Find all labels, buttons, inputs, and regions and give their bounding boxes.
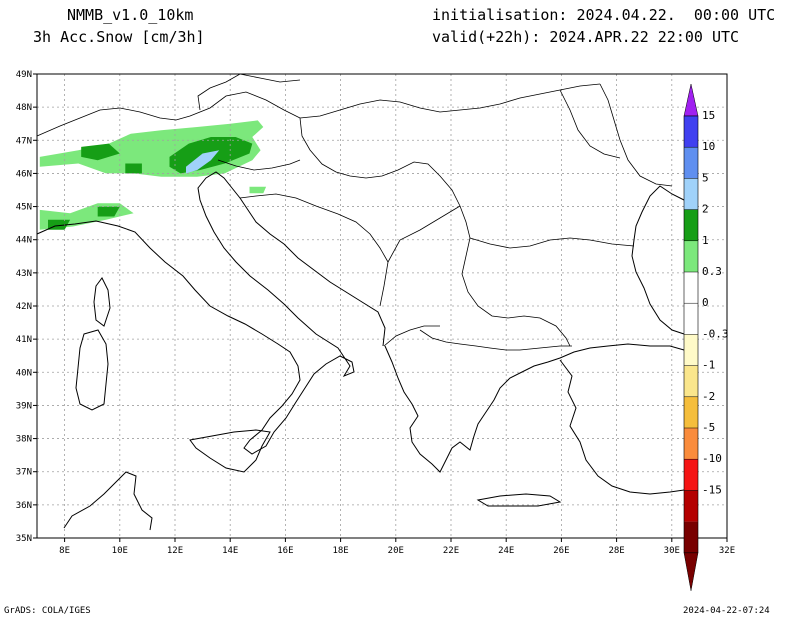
- colorbar-swatch: [684, 303, 698, 335]
- colorbar-label: 0: [702, 296, 709, 309]
- model-name: NMMB_v1.0_10km: [67, 6, 194, 24]
- lat-tick-label: 42N: [16, 302, 32, 312]
- colorbar-swatch: [684, 240, 698, 272]
- colorbar-swatch: [684, 334, 698, 366]
- colorbar-swatch: [684, 147, 698, 179]
- lat-tick-label: 35N: [16, 534, 32, 544]
- colorbar: 15 10 5 2 1 0.3 0 -0.3 -1 -2 -5 -10 -15: [683, 83, 729, 591]
- lon-tick-label: 8E: [59, 546, 70, 556]
- colorbar-label: -1: [702, 359, 715, 372]
- lon-tick-label: 22E: [443, 546, 459, 556]
- valid-time: valid(+22h): 2024.APR.22 22:00 UTC: [432, 28, 740, 46]
- gridlines: [37, 74, 727, 538]
- colorbar-label: 2: [702, 203, 709, 216]
- snow-region-6: [48, 219, 71, 230]
- colorbar-label: -5: [702, 421, 715, 434]
- lon-tick-label: 28E: [608, 546, 624, 556]
- colorbar-label: 15: [702, 109, 715, 122]
- colorbar-swatch: [684, 521, 698, 553]
- country-borders: [36, 73, 673, 351]
- colorbar-swatch: [684, 209, 698, 241]
- snow-region-3: [81, 143, 120, 161]
- colorbar-swatch: [684, 428, 698, 460]
- field-name: 3h Acc.Snow [cm/3h]: [33, 28, 205, 46]
- lat-tick-label: 40N: [16, 368, 32, 378]
- lat-tick-label: 39N: [16, 401, 32, 411]
- colorbar-top-arrow: [683, 83, 699, 117]
- footer-credit: GrADS: COLA/IGES: [4, 606, 91, 616]
- lon-tick-label: 12E: [167, 546, 183, 556]
- lon-tick-label: 26E: [553, 546, 569, 556]
- colorbar-label: 5: [702, 171, 709, 184]
- init-time: initialisation: 2024.04.22. 00:00 UTC: [432, 6, 776, 24]
- colorbar-label: -15: [702, 483, 722, 496]
- snow-region-2: [249, 186, 267, 194]
- axis-labels: 8E 10E 12E 14E 16E 18E 20E 22E 24E 26E 28E 30E 32E 35…: [16, 70, 735, 556]
- colorbar-swatch: [684, 459, 698, 491]
- colorbar-swatch: [684, 396, 698, 428]
- lat-tick-label: 46N: [16, 169, 32, 179]
- lon-tick-label: 14E: [222, 546, 238, 556]
- colorbar-label: 1: [702, 234, 709, 247]
- lon-tick-label: 16E: [277, 546, 293, 556]
- coastlines: [36, 171, 685, 531]
- lat-tick-label: 48N: [16, 103, 32, 113]
- colorbar-swatch: [684, 116, 698, 148]
- snow-region-5: [125, 163, 142, 174]
- colorbar-label: -10: [702, 452, 722, 465]
- lon-tick-label: 20E: [388, 546, 404, 556]
- lon-tick-label: 30E: [664, 546, 680, 556]
- lat-tick-label: 41N: [16, 335, 32, 345]
- footer-timestamp: 2024-04-22-07:24: [683, 606, 770, 616]
- lat-tick-label: 47N: [16, 136, 32, 146]
- colorbar-swatch: [684, 490, 698, 522]
- snow-layer: [39, 120, 267, 230]
- lat-tick-label: 37N: [16, 468, 32, 478]
- lon-tick-label: 10E: [112, 546, 128, 556]
- lon-tick-label: 18E: [332, 546, 348, 556]
- colorbar-swatch: [684, 272, 698, 304]
- colorbar-label: -2: [702, 390, 715, 403]
- colorbar-bottom-arrow: [683, 552, 699, 591]
- snow-region-7: [97, 206, 120, 217]
- snow-region-8: [186, 150, 220, 174]
- colorbar-swatch: [684, 178, 698, 210]
- lat-tick-label: 44N: [16, 236, 32, 246]
- lat-tick-label: 36N: [16, 501, 32, 511]
- colorbar-label: 0.3: [702, 265, 722, 278]
- lon-tick-label: 24E: [498, 546, 514, 556]
- lat-tick-label: 45N: [16, 203, 32, 213]
- lon-tick-label: 32E: [719, 546, 735, 556]
- colorbar-label: 10: [702, 140, 715, 153]
- lat-tick-label: 38N: [16, 435, 32, 445]
- colorbar-label: -0.3: [702, 327, 729, 340]
- colorbar-swatch: [684, 365, 698, 397]
- lat-tick-label: 43N: [16, 269, 32, 279]
- lat-tick-label: 49N: [16, 70, 32, 80]
